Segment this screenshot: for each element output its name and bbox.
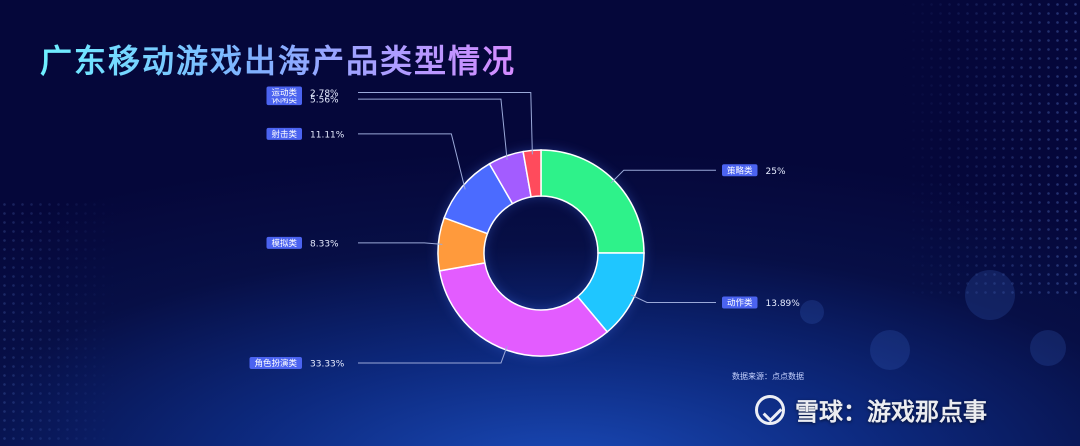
slice-category-label: 动作类 [727,298,753,309]
slice-label-badge [266,236,302,249]
donut-slice [522,149,542,198]
leader-line [358,242,443,245]
page-title: 广东移动游戏出海产品类型情况 [40,36,516,82]
slice-label-badge [249,356,302,369]
watermark-text: 雪球：游戏那点事 [795,398,987,426]
bokeh-circle [870,330,910,370]
donut-slice [540,149,645,254]
slice-label-badge [266,86,302,99]
slice-label: 角色扮演类 33.33% [249,356,345,369]
leader-line [358,345,508,364]
slice-label-badge [722,296,758,309]
dot-pattern-left [0,200,120,446]
slice-label: 策略类 25% [722,164,786,177]
bokeh-circle [1030,330,1066,366]
leader-line [630,294,716,303]
leader-line [358,98,508,161]
watermark: 雪球：游戏那点事 [755,392,987,427]
slice-value-label: 2.78% [310,89,339,99]
leader-line [358,133,466,190]
slice-value-label: 5.56% [310,96,339,106]
data-source-note: 数据来源：点点数据 [732,372,804,381]
slice-label-badge [266,127,302,140]
slice-value-label: 11.11% [310,130,345,140]
slice-label: 运动类 2.78% [266,86,339,99]
slice-category-label: 休闲类 [272,94,298,105]
slice-category-label: 射击类 [272,129,298,140]
bokeh-circle [800,300,824,324]
slice-value-label: 33.33% [310,359,345,369]
slice-value-label: 25% [766,167,786,177]
slice-value-label: 13.89% [766,299,801,309]
slice-label: 射击类 11.11% [266,127,345,140]
slice-label: 模拟类 8.33% [266,236,339,249]
dot-pattern-right [900,0,1080,300]
slice-category-label: 策略类 [727,165,753,176]
slice-label-badge [722,164,758,177]
leader-line [610,169,716,184]
leader-line [358,91,533,155]
slice-value-label: 8.33% [310,239,339,249]
slice-label: 动作类 13.89% [722,296,800,309]
slice-category-label: 角色扮演类 [255,358,298,369]
donut-slice [438,262,609,357]
slice-category-label: 运动类 [272,88,298,99]
slice-category-label: 模拟类 [272,238,298,249]
bokeh-circle [965,270,1015,320]
snowball-logo-icon [755,394,785,425]
